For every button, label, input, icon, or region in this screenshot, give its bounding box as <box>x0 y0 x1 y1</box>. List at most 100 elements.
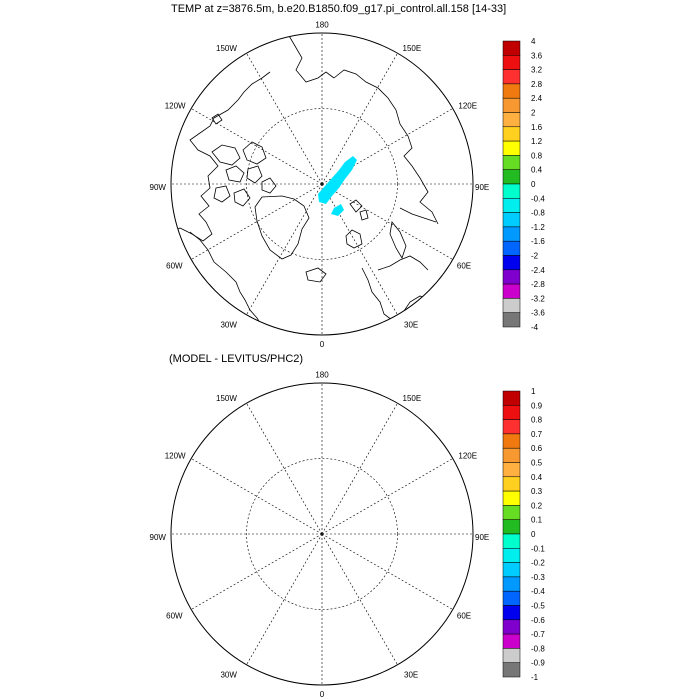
longitude-label: 30E <box>404 670 418 679</box>
colorbar-label: -2.8 <box>531 280 545 289</box>
colorbar-swatch <box>502 312 521 328</box>
colorbar-label: 0.2 <box>531 501 543 510</box>
longitude-labels: 180 150E 120E 90E 60E 30E 0 30W 60W 90W 120W 150W <box>150 371 490 699</box>
longitude-label: 180 <box>315 21 329 30</box>
colorbar-label: -3.2 <box>531 294 545 303</box>
meridian-line <box>191 108 323 185</box>
colorbar-label: 4 <box>531 37 536 46</box>
meridian-line <box>321 183 453 260</box>
colorbar-swatch <box>502 140 521 156</box>
meridian-line <box>321 533 398 665</box>
colorbar-label: 2.8 <box>531 80 543 89</box>
longitude-label: 30W <box>220 670 237 679</box>
longitude-label: 60E <box>457 262 471 271</box>
colorbar-swatch <box>502 433 521 449</box>
colorbar-label: 0.5 <box>531 459 543 468</box>
graticule <box>170 382 474 686</box>
colorbar-swatch <box>502 490 521 506</box>
meridian-line <box>191 183 323 260</box>
colorbar-swatch <box>502 255 521 271</box>
colorbar-swatch <box>502 590 521 606</box>
colorbar-label: 0.3 <box>531 487 543 496</box>
coastlines <box>171 33 439 327</box>
colorbar-swatch <box>502 519 521 535</box>
colorbar-label: -0.7 <box>531 630 545 639</box>
longitude-label: 120E <box>458 451 477 460</box>
colorbar-label: -2 <box>531 252 539 261</box>
colorbar-label: 0.4 <box>531 473 543 482</box>
colorbar-label: 0.6 <box>531 444 543 453</box>
colorbar-swatch <box>502 198 521 213</box>
meridian-line <box>321 403 398 535</box>
colorbar-label: -0.4 <box>531 194 545 203</box>
colorbar-swatch <box>502 505 521 520</box>
colorbar-swatch <box>502 69 521 85</box>
colorbar-label: 2.4 <box>531 94 543 103</box>
colorbar-swatch <box>502 662 521 678</box>
latitude-circle <box>246 458 398 610</box>
colorbar-label: -1.2 <box>531 223 545 232</box>
latitude-circle <box>246 108 398 260</box>
colorbar-label: -1 <box>531 673 539 682</box>
longitude-label: 90W <box>150 533 167 542</box>
colorbar-swatch <box>502 405 521 420</box>
longitude-label: 150W <box>216 44 237 53</box>
colorbar-label: 0.9 <box>531 401 543 410</box>
temperature-anomaly-fill <box>318 156 357 216</box>
meridian-line <box>321 458 453 535</box>
colorbar-swatch <box>502 83 521 99</box>
colorbar-swatch <box>502 390 521 406</box>
longitude-label: 90W <box>150 183 167 192</box>
longitude-label: 30W <box>220 320 237 329</box>
colorbar-label: -0.4 <box>531 587 545 596</box>
colorbar-label: 0.8 <box>531 416 543 425</box>
colorbar-label: 1.2 <box>531 137 543 146</box>
colorbar-label: 3.6 <box>531 51 543 60</box>
longitude-label: 150E <box>403 394 422 403</box>
meridian-line <box>246 403 323 535</box>
colorbar-label: 0 <box>531 530 536 539</box>
colorbar-swatch <box>502 169 521 185</box>
colorbar-swatch <box>502 269 521 285</box>
colorbar-swatch <box>502 533 521 549</box>
longitude-label: 120W <box>165 451 186 460</box>
map-panel-bottom: 180 150E 120E 90E 60E 30E 0 30W 60W 90W 120W 150W 1… <box>150 371 546 699</box>
longitude-label: 90E <box>475 533 489 542</box>
longitude-label: 0 <box>320 690 325 699</box>
coastlines <box>172 384 438 676</box>
anomaly-region <box>331 204 344 216</box>
colorbar: 4 3.6 3.2 2.8 2.4 2 1.6 1.2 0.8 0.4 0 -0.4 -0.8 -1.2 -… <box>502 37 545 332</box>
longitude-label: 150E <box>403 44 422 53</box>
longitude-label: 60E <box>457 612 471 621</box>
colorbar-label: -0.2 <box>531 559 545 568</box>
colorbar-swatch <box>502 97 521 113</box>
colorbar-swatch <box>502 155 521 170</box>
map-panel-top: 180 150E 120E 90E 60E 30E 0 30W 60W 90W 120W 150W 4… <box>150 21 546 349</box>
colorbar-swatch <box>502 605 521 621</box>
colorbar-label: 3.2 <box>531 66 543 75</box>
longitude-label: 150W <box>216 394 237 403</box>
colorbar-label: -4 <box>531 323 539 332</box>
colorbar-label: -0.9 <box>531 659 545 668</box>
meridian-line <box>191 458 323 535</box>
map-boundary-circle <box>170 32 474 336</box>
colorbar-swatch <box>502 40 521 56</box>
colorbar-swatch <box>502 298 521 313</box>
colorbar-swatch <box>502 126 521 142</box>
longitude-label: 0 <box>320 340 325 349</box>
meridian-line <box>321 183 398 315</box>
colorbar-swatch <box>502 419 521 435</box>
colorbar-label: -0.8 <box>531 209 545 218</box>
longitude-label: 30E <box>404 320 418 329</box>
colorbar-label: 2 <box>531 109 536 118</box>
colorbar-swatch <box>502 55 521 70</box>
meridian-line <box>191 533 323 610</box>
longitude-label: 60W <box>166 612 183 621</box>
colorbar-swatch <box>502 112 521 128</box>
colorbar-swatch <box>502 226 521 242</box>
colorbar-label: 0 <box>531 180 536 189</box>
map-boundary-circle <box>170 382 474 686</box>
colorbar-swatch <box>502 462 521 478</box>
colorbar-label: 0.8 <box>531 151 543 160</box>
